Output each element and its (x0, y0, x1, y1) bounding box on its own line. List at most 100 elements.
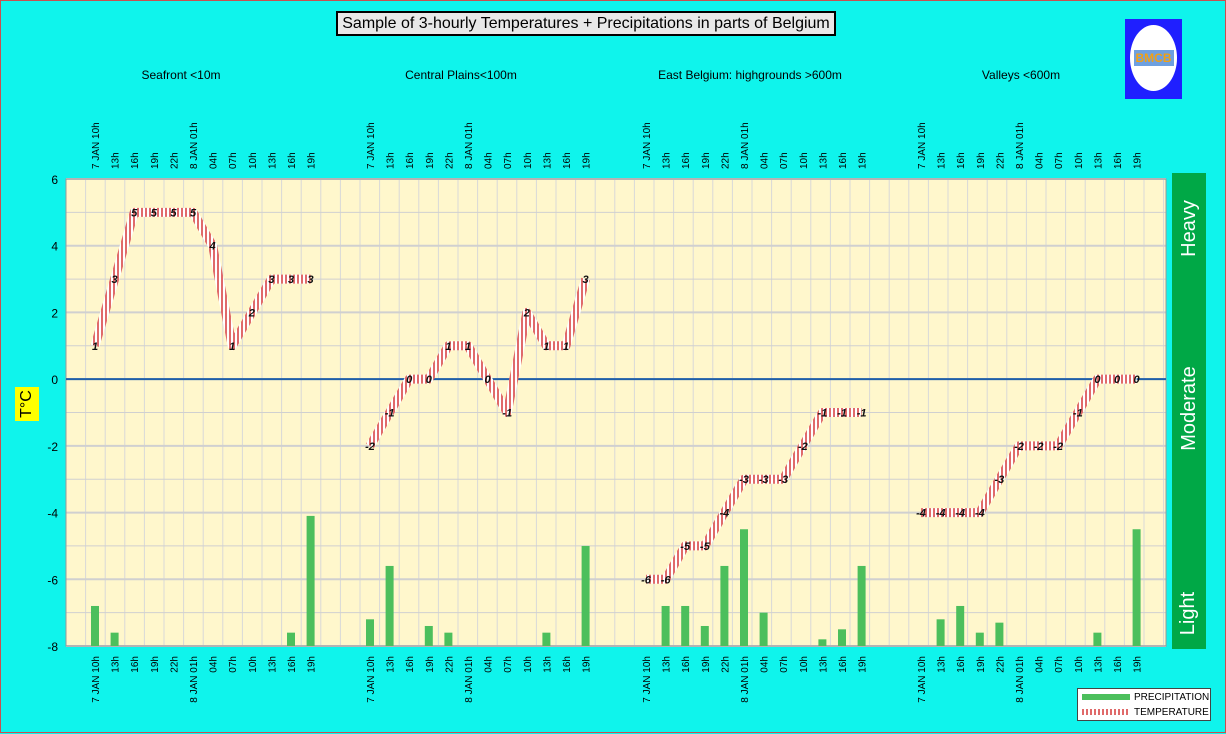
precipitation-bar (936, 619, 945, 646)
temperature-data-label: 5 (151, 207, 158, 219)
time-label-top: 04h (1035, 152, 1046, 169)
intensity-heavy-label: Heavy (1177, 199, 1200, 257)
time-label-bottom: 16h (562, 656, 573, 673)
temperature-data-label: 5 (170, 207, 177, 219)
logo-text: BMCB (1133, 50, 1174, 66)
time-label-top: 7 JAN 10h (366, 122, 377, 169)
precipitation-bar (1093, 632, 1102, 646)
precipitation-bar (759, 612, 768, 646)
group-label: Valleys <600m (982, 68, 1060, 82)
time-label-bottom: 19h (307, 656, 318, 673)
time-label-bottom: 13h (1093, 656, 1104, 673)
time-label-bottom: 07h (779, 656, 790, 673)
time-label-top: 16h (838, 152, 849, 169)
group-label: East Belgium: highgrounds >600m (658, 68, 842, 82)
temperature-data-label: -4 (720, 508, 730, 520)
precipitation-bar (975, 632, 984, 646)
group-label: Central Plains<100m (405, 68, 517, 82)
temperature-data-label: -5 (680, 541, 691, 553)
time-label-top: 07h (779, 152, 790, 169)
time-label-top: 16h (405, 152, 416, 169)
temperature-line (90, 207, 311, 351)
time-label-bottom: 04h (1035, 656, 1046, 673)
time-label-bottom: 16h (681, 656, 692, 673)
time-label-top: 04h (760, 152, 771, 169)
time-label-top: 19h (976, 152, 987, 169)
time-label-top: 13h (662, 152, 673, 169)
precipitation-bar (385, 565, 394, 646)
temperature-data-label: 0 (1114, 374, 1121, 386)
time-label-bottom: 16h (405, 656, 416, 673)
precipitation-swatch (1082, 694, 1130, 700)
time-label-bottom: 8 JAN 01h (464, 656, 475, 703)
temperature-data-label: 0 (1094, 374, 1101, 386)
precipitation-bar (956, 605, 965, 646)
temperature-data-label: -4 (936, 508, 946, 520)
temperature-data-label: -2 (798, 441, 808, 453)
precipitation-bar (110, 632, 119, 646)
temperature-data-label: -3 (995, 474, 1005, 486)
time-label-top: 07h (1054, 152, 1065, 169)
temperature-data-label: -1 (857, 408, 867, 420)
time-label-top: 22h (444, 152, 455, 169)
y-tick-label: -2 (47, 440, 58, 454)
y-tick-label: -4 (47, 507, 58, 521)
temperature-data-label: -2 (1014, 441, 1024, 453)
time-label-bottom: 13h (542, 656, 553, 673)
time-label-top: 7 JAN 10h (91, 122, 102, 169)
temperature-data-label: 2 (248, 307, 255, 319)
temperature-data-label: 3 (308, 274, 314, 286)
time-label-top: 10h (1074, 152, 1085, 169)
time-label-top: 19h (1133, 152, 1144, 169)
temperature-data-label: -1 (837, 408, 847, 420)
temperature-data-label: -1 (502, 408, 512, 420)
time-label-bottom: 22h (995, 656, 1006, 673)
time-label-bottom: 22h (444, 656, 455, 673)
time-label-top: 13h (267, 152, 278, 169)
intensity-light-label: Light (1177, 591, 1200, 635)
time-label-bottom: 10h (523, 656, 534, 673)
time-label-bottom: 10h (799, 656, 810, 673)
time-label-top: 16h (681, 152, 692, 169)
temperature-data-label: 3 (583, 274, 589, 286)
temperature-data-label: 5 (131, 207, 138, 219)
plot-border (65, 178, 1167, 647)
time-label-bottom: 10h (248, 656, 259, 673)
legend-precipitation: PRECIPITATION (1082, 691, 1209, 703)
temperature-data-label: -2 (1034, 441, 1044, 453)
temperature-data-label: 0 (1134, 374, 1141, 386)
intensity-moderate-label: Moderate (1177, 365, 1200, 451)
time-label-top: 13h (542, 152, 553, 169)
time-label-bottom: 19h (701, 656, 712, 673)
time-label-bottom: 13h (818, 656, 829, 673)
temperature-data-label: -5 (700, 541, 711, 553)
temperature-data-label: 2 (523, 307, 530, 319)
time-label-bottom: 04h (209, 656, 220, 673)
time-label-top: 22h (995, 152, 1006, 169)
time-label-bottom: 13h (662, 656, 673, 673)
precipitation-bar (740, 529, 748, 646)
temperature-data-label: -6 (661, 574, 672, 586)
time-label-top: 8 JAN 01h (189, 122, 200, 169)
time-label-bottom: 7 JAN 10h (642, 656, 653, 703)
time-label-bottom: 8 JAN 01h (740, 656, 751, 703)
y-tick-label: -6 (47, 573, 58, 587)
time-label-bottom: 19h (150, 656, 161, 673)
temperature-data-label: -1 (385, 408, 395, 420)
y-tick-label: 4 (51, 240, 58, 254)
time-label-top: 19h (150, 152, 161, 169)
precipitation-bar (700, 625, 709, 646)
temperature-line (366, 277, 590, 449)
precipitation-bar (1132, 529, 1141, 646)
temperature-line (921, 374, 1137, 518)
time-label-top: 16h (287, 152, 298, 169)
time-label-top: 13h (111, 152, 122, 169)
temperature-data-label: -2 (1053, 441, 1063, 453)
time-label-bottom: 16h (1113, 656, 1124, 673)
precipitation-bar (857, 565, 866, 646)
time-label-bottom: 8 JAN 01h (1015, 656, 1026, 703)
temperature-data-label: -3 (759, 474, 769, 486)
time-label-top: 7 JAN 10h (642, 122, 653, 169)
y-axis-label: T°C (15, 387, 39, 421)
